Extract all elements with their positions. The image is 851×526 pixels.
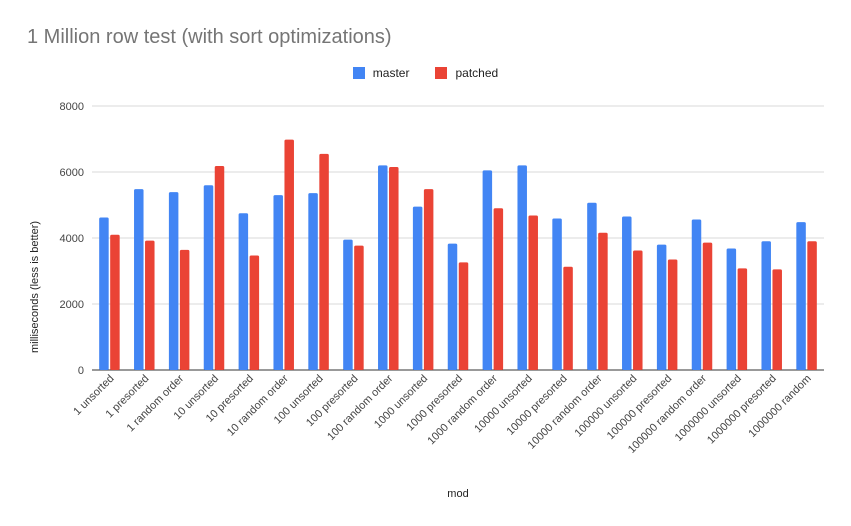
x-tick-label: 100000 presorted — [605, 373, 674, 442]
bar-patched[interactable] — [633, 250, 643, 370]
bar-patched[interactable] — [772, 269, 782, 370]
y-axis-ticks: 0 2000 4000 6000 8000 — [60, 101, 84, 377]
bar-master[interactable] — [726, 248, 737, 370]
bar-master[interactable] — [412, 206, 423, 370]
bar-patched[interactable] — [667, 259, 678, 370]
legend-item-patched[interactable]: patched — [435, 66, 498, 80]
legend-swatch-patched — [435, 67, 448, 79]
bar-patched[interactable] — [598, 232, 608, 370]
x-tick-label: 1000000 random — [746, 373, 813, 440]
bar-master[interactable] — [238, 213, 249, 370]
x-tick-label: 10 random order — [225, 372, 291, 438]
bar-patched[interactable] — [284, 139, 294, 370]
x-tick-label: 100000 unsorted — [573, 373, 640, 440]
y-tick-label: 8000 — [60, 101, 84, 113]
bar-master[interactable] — [691, 219, 702, 370]
x-axis-title: mod — [447, 488, 468, 500]
bar-patched[interactable] — [389, 167, 399, 370]
legend-swatch-master — [352, 67, 365, 79]
bar-master[interactable] — [482, 170, 493, 370]
x-tick-label: 100 random order — [325, 372, 396, 443]
x-tick-label: 10000 presorted — [505, 373, 570, 438]
bar-patched[interactable] — [214, 166, 225, 370]
bar-patched[interactable] — [110, 234, 120, 370]
bars — [99, 139, 817, 370]
bar-master[interactable] — [273, 195, 283, 370]
bar-master[interactable] — [656, 244, 667, 370]
bar-patched[interactable] — [423, 189, 434, 370]
legend-label-patched: patched — [455, 66, 499, 80]
bar-master[interactable] — [203, 185, 214, 370]
bar-patched[interactable] — [354, 245, 364, 370]
bar-master[interactable] — [587, 202, 597, 370]
bar-patched[interactable] — [737, 268, 748, 370]
bar-patched[interactable] — [528, 215, 538, 370]
bar-patched[interactable] — [493, 208, 504, 370]
bar-master[interactable] — [308, 193, 318, 370]
bar-patched[interactable] — [458, 262, 469, 370]
bar-master[interactable] — [343, 239, 353, 370]
bar-master[interactable] — [622, 216, 632, 370]
bar-master[interactable] — [761, 241, 771, 370]
bar-master[interactable] — [134, 189, 144, 370]
chart-title: 1 Million row test (with sort optimizati… — [27, 26, 392, 48]
legend-label-master: master — [372, 66, 410, 80]
bar-master[interactable] — [378, 165, 388, 370]
bar-master[interactable] — [517, 165, 527, 370]
bar-patched[interactable] — [179, 249, 190, 370]
bar-master[interactable] — [552, 218, 562, 370]
gridlines — [92, 105, 824, 371]
bar-master[interactable] — [796, 222, 806, 370]
y-tick-label: 4000 — [60, 233, 84, 245]
y-tick-label: 6000 — [60, 167, 84, 179]
bar-master[interactable] — [99, 217, 109, 370]
bar-patched[interactable] — [249, 255, 260, 370]
x-tick-label: 1000000 unsorted — [673, 373, 744, 444]
y-tick-label: 2000 — [60, 299, 84, 311]
chart-legend: master patched — [0, 66, 851, 80]
bar-patched[interactable] — [563, 266, 573, 370]
bar-patched[interactable] — [145, 240, 155, 370]
bar-patched[interactable] — [702, 242, 713, 370]
bar-master[interactable] — [168, 192, 179, 370]
y-tick-label: 0 — [78, 365, 84, 377]
bar-patched[interactable] — [319, 153, 329, 370]
bar-patched[interactable] — [807, 241, 817, 370]
legend-item-master[interactable]: master — [352, 66, 410, 80]
bar-master[interactable] — [447, 243, 458, 370]
y-axis-title: milliseconds (less is better) — [29, 221, 41, 353]
